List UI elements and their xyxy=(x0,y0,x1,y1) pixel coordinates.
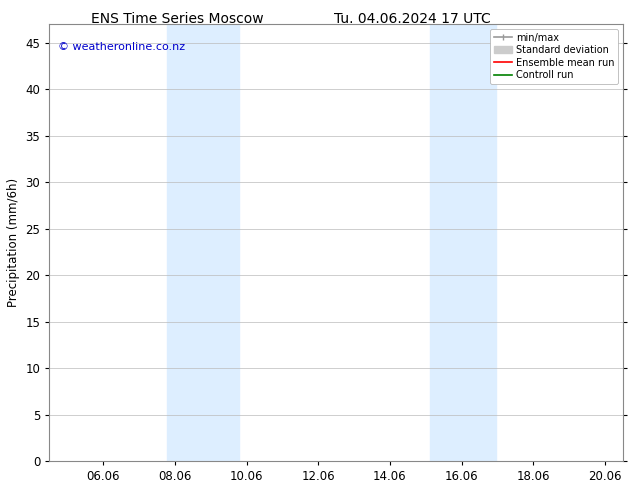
Text: © weatheronline.co.nz: © weatheronline.co.nz xyxy=(58,42,185,51)
Text: ENS Time Series Moscow: ENS Time Series Moscow xyxy=(91,12,264,26)
Legend: min/max, Standard deviation, Ensemble mean run, Controll run: min/max, Standard deviation, Ensemble me… xyxy=(490,29,618,84)
Y-axis label: Precipitation (mm/6h): Precipitation (mm/6h) xyxy=(7,178,20,307)
Bar xyxy=(430,24,496,461)
Text: Tu. 04.06.2024 17 UTC: Tu. 04.06.2024 17 UTC xyxy=(333,12,491,26)
Bar xyxy=(167,24,239,461)
